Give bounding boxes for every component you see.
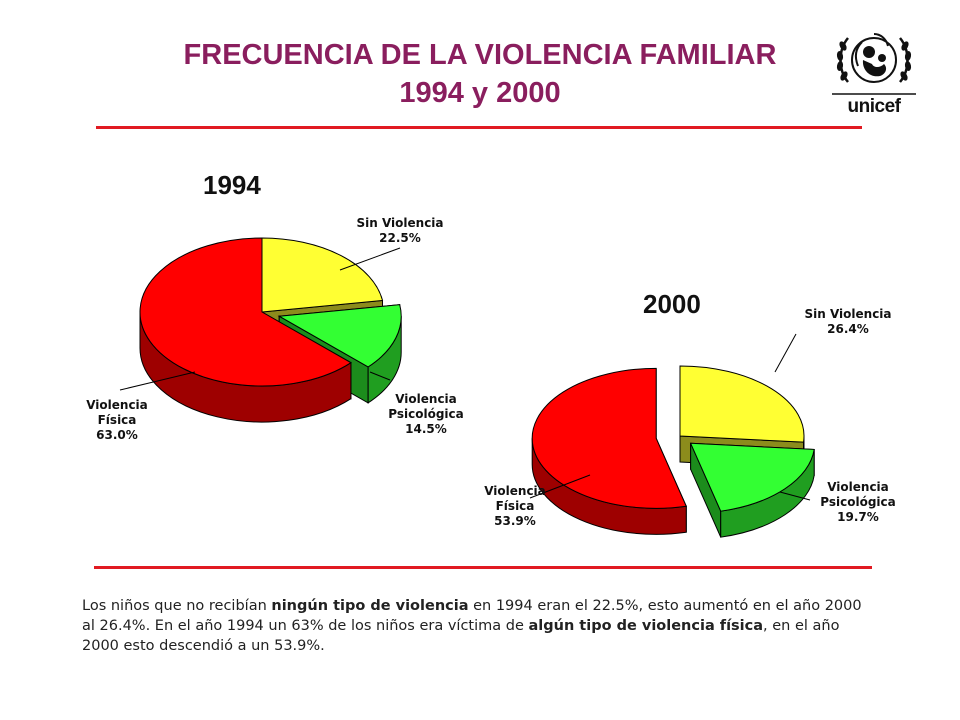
data-label-line: Violencia xyxy=(484,484,546,498)
leader-line xyxy=(339,247,401,271)
data-label-line: Violencia xyxy=(395,392,457,406)
slice-sin-violencia xyxy=(679,365,805,443)
data-label-1994-2: Violencia Física 63.0% xyxy=(80,398,154,443)
slice-violencia-física xyxy=(531,367,687,509)
slice-violencia-psicológica xyxy=(689,442,815,512)
data-label-line: Violencia xyxy=(827,480,889,494)
title-underline xyxy=(96,126,862,129)
chart-title-1994: 1994 xyxy=(203,170,261,200)
data-label-line: 63.0% xyxy=(96,428,138,442)
unicef-emblem-icon xyxy=(832,33,916,95)
data-label-line: 53.9% xyxy=(494,514,536,528)
caption-part-1: Los niños que no recibían xyxy=(82,598,272,614)
data-label-line: 22.5% xyxy=(379,231,421,245)
pie-2000 xyxy=(529,333,815,538)
data-label-line: 14.5% xyxy=(405,422,447,436)
leader-line xyxy=(779,491,811,501)
leader-line xyxy=(119,371,196,391)
data-label-line: Sin Violencia xyxy=(804,307,892,321)
data-label-2000-0: Sin Violencia 26.4% xyxy=(792,307,904,337)
page-title: FRECUENCIA DE LA VIOLENCIA FAMILIAR 1994… xyxy=(90,36,870,112)
pie-1994 xyxy=(119,237,402,423)
caption-bold-1: ningún tipo de violencia xyxy=(271,598,469,614)
data-label-1994-0: Sin Violencia 22.5% xyxy=(350,216,450,246)
leader-line xyxy=(774,333,797,373)
slice-violencia-física xyxy=(139,237,352,387)
slice-sin-violencia xyxy=(261,237,384,313)
section-divider xyxy=(94,566,872,569)
caption-part-3: , en el año 2000 esto descendió a un 53.… xyxy=(82,618,840,654)
caption-text: Los niños que no recibían ningún tipo de… xyxy=(82,596,872,656)
data-label-line: Física xyxy=(97,413,137,427)
caption-bold-2: algún tipo de violencia física xyxy=(528,618,764,634)
data-label-line: Sin Violencia xyxy=(356,216,444,230)
caption-part-2: en 1994 eran el 22.5%, esto aumentó en e… xyxy=(82,598,862,634)
leader-line xyxy=(529,474,591,499)
leader-line xyxy=(369,371,391,381)
data-label-line: Física xyxy=(495,499,535,513)
data-label-1994-1: Violencia Psicológica 14.5% xyxy=(380,392,472,437)
logo-text: unicef xyxy=(847,96,901,117)
data-label-line: Psicológica xyxy=(820,495,896,509)
data-label-2000-1: Violencia Psicológica 19.7% xyxy=(808,480,908,525)
data-label-line: Violencia xyxy=(86,398,148,412)
title-line-1: FRECUENCIA DE LA VIOLENCIA FAMILIAR xyxy=(183,39,777,71)
chart-title-2000: 2000 xyxy=(643,289,701,319)
data-label-line: 19.7% xyxy=(837,510,879,524)
data-label-line: 26.4% xyxy=(827,322,869,336)
title-line-2: 1994 y 2000 xyxy=(399,77,561,109)
data-label-line: Psicológica xyxy=(388,407,464,421)
slice-violencia-psicológica xyxy=(277,304,402,368)
data-label-2000-2: Violencia Física 53.9% xyxy=(474,484,556,529)
